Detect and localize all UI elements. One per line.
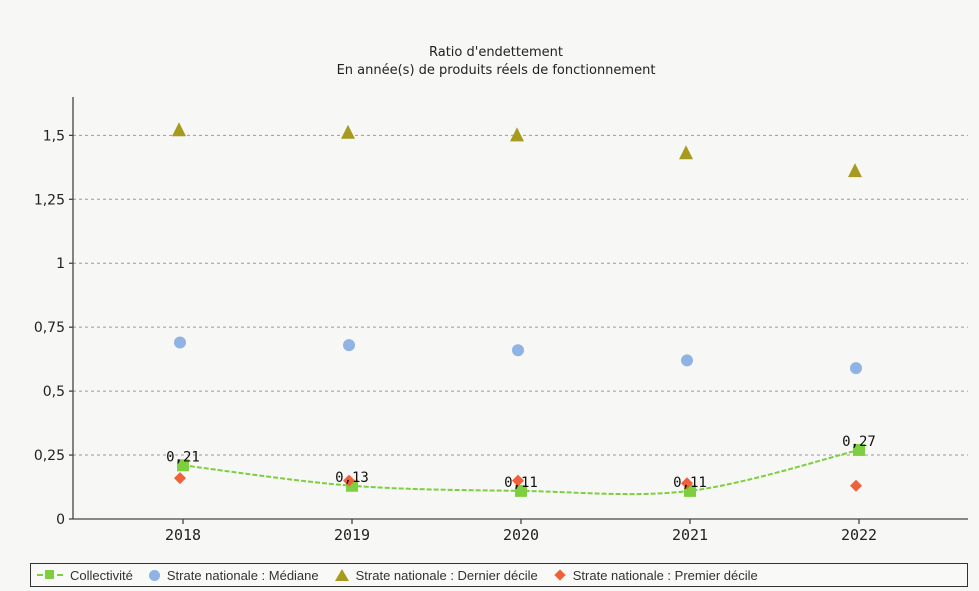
y-tick-label: 1,5 <box>43 128 65 144</box>
point-premier-decile <box>850 479 862 492</box>
x-tick-label: 2022 <box>841 526 877 544</box>
y-tick-label: 0 <box>56 512 65 528</box>
x-tick-label: 2018 <box>165 526 201 544</box>
legend-diamond-icon <box>554 569 566 581</box>
data-label-collectivite: 0,21 <box>166 449 200 465</box>
y-tick-label: 0,5 <box>43 384 65 400</box>
point-premier-decile <box>681 477 693 490</box>
axis-layer: 0 0,25 0,5 0,75 1 1,25 1,5 2018 2019 2020 2021 2022 <box>34 97 968 544</box>
point-collectivite <box>853 443 865 456</box>
legend-triangle-icon <box>334 569 349 581</box>
point-dernier-decile <box>172 122 186 137</box>
point-premier-decile <box>343 474 355 487</box>
legend-label: Strate nationale : Premier décile <box>572 567 758 583</box>
point-premier-decile <box>174 472 186 485</box>
point-collectivite <box>515 484 527 497</box>
x-tick-label: 2021 <box>672 526 708 544</box>
point-mediane <box>343 339 355 352</box>
series-layer <box>172 122 865 497</box>
point-premier-decile <box>512 474 524 487</box>
chart-area: Ratio d'endettement En année(s) de produ… <box>34 45 968 544</box>
point-collectivite <box>177 459 189 472</box>
x-tick-label: 2020 <box>503 526 539 544</box>
legend-label: Strate nationale : Dernier décile <box>355 567 538 583</box>
y-tick-label: 1,25 <box>34 192 65 208</box>
point-mediane <box>681 354 693 367</box>
point-mediane <box>174 336 186 349</box>
legend: Collectivité Strate nationale : Médiane … <box>30 563 968 587</box>
y-tick-label: 0,75 <box>34 320 65 336</box>
legend-item-dernier-decile[interactable]: Strate nationale : Dernier décile <box>334 567 538 583</box>
data-label-collectivite: 0,11 <box>673 475 707 491</box>
point-mediane <box>512 344 524 357</box>
y-tick-label: 1 <box>56 256 65 272</box>
legend-square-line-icon <box>37 569 63 581</box>
legend-item-premier-decile[interactable]: Strate nationale : Premier décile <box>554 568 758 583</box>
legend-item-mediane[interactable]: Strate nationale : Médiane <box>148 567 319 583</box>
y-tick-label: 0,25 <box>34 448 65 464</box>
data-label-collectivite: 0,11 <box>504 475 538 491</box>
legend-item-collectivite[interactable]: Collectivité <box>37 568 133 583</box>
x-tick-label: 2019 <box>334 526 370 544</box>
point-dernier-decile <box>679 145 693 160</box>
point-dernier-decile <box>341 124 355 139</box>
legend-label: Collectivité <box>70 567 133 583</box>
legend-label: Strate nationale : Médiane <box>166 567 319 583</box>
chart-title: Ratio d'endettement <box>429 45 563 60</box>
grid-layer <box>73 134 968 456</box>
chart-svg: Ratio d'endettement En année(s) de produ… <box>34 45 968 544</box>
data-label-collectivite: 0,13 <box>335 470 369 486</box>
data-label-collectivite: 0,27 <box>842 434 876 450</box>
point-dernier-decile <box>848 163 862 178</box>
chart-subtitle: En année(s) de produits réels de fonctio… <box>337 63 656 78</box>
data-label-layer: 0,21 0,13 0,11 0,11 0,27 <box>166 434 876 491</box>
point-dernier-decile <box>510 127 524 142</box>
point-mediane <box>850 362 862 375</box>
legend-circle-icon <box>148 569 160 581</box>
